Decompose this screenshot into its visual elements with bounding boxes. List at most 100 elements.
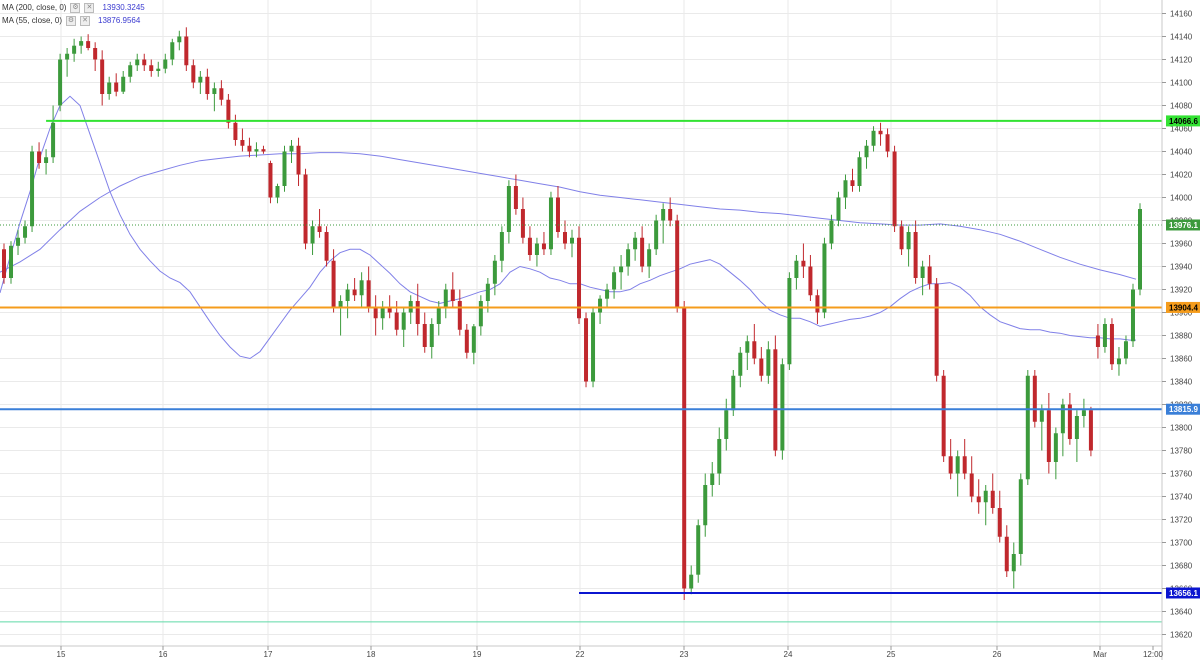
candle-body [107,82,112,94]
y-tick-label: 13740 [1170,493,1193,502]
candle [541,232,546,255]
candle-body [422,324,427,347]
candle [703,473,708,537]
candle [450,272,455,307]
candle-body [773,349,778,451]
candle-body [1123,341,1128,359]
candle [1074,410,1079,462]
candle [401,306,406,347]
candle [1053,427,1058,480]
candle [191,59,196,89]
candle [759,347,764,382]
candle-body [941,375,946,457]
candle-body [219,88,224,100]
candle [857,151,862,192]
candle [170,38,175,66]
candle-body [731,375,736,411]
candle-body [240,140,245,146]
y-tick-label: 14120 [1170,56,1193,65]
candle [184,27,189,71]
price-tag: 13976.1 [1166,219,1200,231]
candle-body [310,226,315,244]
candle-body [296,145,301,175]
candle [794,255,799,290]
candle-body [850,180,855,186]
candle-body [121,76,126,92]
candle-body [499,232,504,261]
candle [773,335,778,457]
candle-body [401,312,406,330]
candle-body [647,249,652,267]
candle-body [149,65,154,71]
candle [955,450,960,497]
candle-body [471,326,476,353]
candle [149,59,154,77]
candle [219,80,224,106]
candle [142,53,147,71]
close-icon[interactable]: ✕ [80,15,91,26]
candle [997,490,1002,543]
candle [296,137,301,186]
candle-body [548,197,553,250]
x-tick-label: 26 [993,650,1002,659]
ma55-label: MA (55, close, 0) [2,16,63,25]
candle-body [338,301,343,307]
candle-body [570,237,574,244]
candle-body [492,260,497,284]
candle [457,289,462,336]
candle-body [948,456,953,474]
candle-body [128,65,133,77]
candle [1109,318,1114,370]
price-tag-label: 14066.6 [1169,117,1198,126]
y-tick-label: 13640 [1170,608,1193,617]
candle-body [198,76,203,83]
ma200-label: MA (200, close, 0) [2,3,67,12]
candle [619,255,624,290]
ma200-line [0,152,1137,280]
settings-icon[interactable]: ⚙ [66,15,77,26]
candle [1046,393,1051,474]
candle-body [696,525,701,575]
candle-body [612,272,617,290]
candle [871,126,876,152]
candle-body [969,473,974,497]
candle [79,36,84,54]
candle-body [843,180,848,198]
candle-body [303,174,308,244]
candle [1060,398,1065,457]
candle-body [962,456,967,474]
ma200-value: 13930.3245 [102,3,145,12]
candle-body [745,341,750,353]
price-tag-bg [1166,115,1200,127]
candle-body [135,59,140,66]
price-tag: 13815.9 [1166,403,1200,415]
price-axis: 1362013640136601368013700137201374013760… [1161,0,1193,660]
candle [499,226,504,273]
candle-body [177,36,182,43]
x-tick-label: 18 [367,650,376,659]
candle [899,220,904,255]
candle-body [184,36,189,66]
candle-body [983,490,988,503]
moving-average-lines [0,95,1137,360]
candle-body [584,318,589,382]
y-tick-label: 13840 [1170,378,1193,387]
candle [612,266,617,299]
candle [177,30,182,51]
candle-body [457,301,462,330]
candle [527,226,532,261]
x-tick-label: 24 [784,650,793,659]
y-tick-label: 13860 [1170,355,1193,364]
candle-body [387,306,392,313]
price-tag: 13656.1 [1166,587,1200,599]
candle-body [626,249,631,267]
candle [913,220,918,284]
settings-icon[interactable]: ⚙ [70,2,81,13]
close-icon[interactable]: ✕ [84,2,95,13]
candle [233,114,238,146]
candle [100,50,105,106]
candle-body [541,243,546,250]
y-tick-label: 13720 [1170,516,1193,525]
y-tick-label: 14060 [1170,125,1193,134]
